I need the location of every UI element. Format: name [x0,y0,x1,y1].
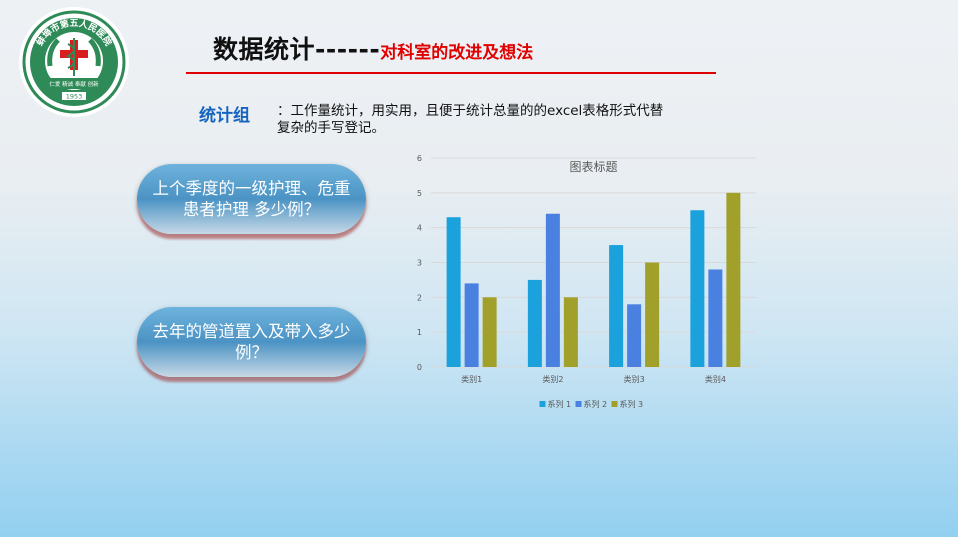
y-tick-label: 3 [417,259,422,268]
right-edge-stripe [958,0,964,537]
title-underline [186,72,716,74]
logo-year: 1953 [66,93,83,101]
legend-label: 系列 1 [548,399,572,409]
bar-3-3 [645,262,660,367]
legend-swatch [611,401,618,407]
bar-1-1 [446,217,461,367]
question-pill-2: 去年的管道置入及带入多少例？ [137,307,366,377]
chart-title: 图表标题 [569,160,617,174]
bar-3-1 [482,297,497,367]
group-label: 统计组 [199,106,250,126]
y-tick-label: 4 [417,224,422,233]
x-tick-label: 类别1 [461,374,482,384]
logo-ribbon-text: 仁爱 精诚 奉献 创新 [49,80,99,88]
y-tick-label: 5 [417,189,422,198]
bar-1-3 [609,245,624,367]
legend-label: 系列 2 [584,399,608,409]
bar-2-1 [464,283,479,367]
page-title: 数据统计------对科室的改进及想法 [213,30,533,66]
hospital-logo: 蚌埠市第五人民医院 仁爱 精诚 奉献 创新 1953 [19,7,129,117]
y-tick-label: 6 [417,154,422,163]
bar-1-4 [690,210,705,367]
bar-2-2 [545,213,560,367]
bar-2-4 [708,269,723,367]
title-main: 数据统计------ [213,35,381,64]
question-pill-1: 上个季度的一级护理、危重患者护理 多少例？ [137,164,366,234]
x-tick-label: 类别4 [705,374,726,384]
bar-3-2 [563,297,578,367]
bar-1-2 [527,279,542,367]
question-pill-1-text: 上个季度的一级护理、危重患者护理 多少例？ [152,179,351,219]
legend-swatch [575,401,582,407]
caduceus-cross-icon [60,38,88,76]
x-tick-label: 类别2 [542,374,563,384]
legend-label: 系列 3 [620,399,644,409]
y-tick-label: 0 [417,363,422,372]
bar-3-4 [726,192,741,367]
x-tick-label: 类别3 [624,374,645,384]
legend-swatch [539,401,546,407]
y-tick-label: 2 [417,293,422,302]
bar-chart: 图表标题 0 1 2 3 4 5 6 类别1 类别2 类别3 类别4 系列 1 系列 2 系列 3 [417,154,756,409]
title-subtitle: 对科室的改进及想法 [380,43,534,63]
bar-2-3 [627,304,642,367]
question-pill-2-text: 去年的管道置入及带入多少例？ [152,322,351,362]
group-description: ：工作量统计，用实用，且便于统计总量的的excel表格形式代替复杂的手写登记。 [277,103,664,136]
y-tick-label: 1 [417,328,422,337]
